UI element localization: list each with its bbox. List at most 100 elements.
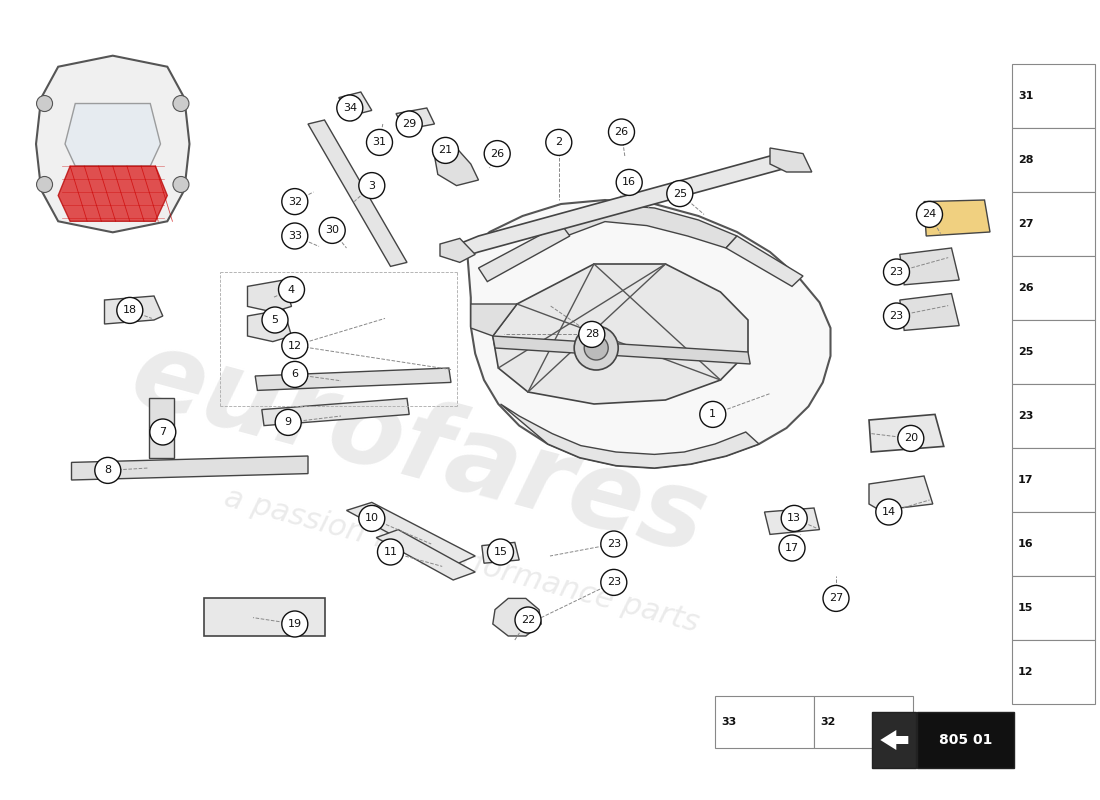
Polygon shape (346, 502, 475, 566)
Text: 23: 23 (890, 267, 903, 277)
Text: 32: 32 (288, 197, 301, 206)
Circle shape (319, 218, 345, 243)
Circle shape (282, 333, 308, 358)
Polygon shape (72, 456, 308, 480)
Polygon shape (869, 476, 933, 510)
Circle shape (366, 130, 393, 155)
Circle shape (608, 119, 635, 145)
Bar (1012, 576, 1094, 640)
Text: 27: 27 (1018, 219, 1034, 229)
Circle shape (282, 189, 308, 214)
Polygon shape (339, 92, 372, 116)
Text: 26: 26 (491, 149, 504, 158)
Text: 12: 12 (1018, 667, 1034, 677)
Text: 15: 15 (494, 547, 507, 557)
Polygon shape (493, 336, 750, 364)
Text: 28: 28 (585, 330, 598, 339)
Bar (814, 696, 913, 748)
Bar (917, 712, 1014, 768)
Polygon shape (104, 296, 163, 324)
Text: 17: 17 (1018, 475, 1034, 485)
Text: 30: 30 (326, 226, 339, 235)
Text: 15: 15 (1018, 603, 1033, 613)
Text: 11: 11 (384, 547, 397, 557)
Polygon shape (764, 508, 820, 534)
Polygon shape (148, 398, 174, 458)
Polygon shape (434, 148, 478, 186)
Polygon shape (924, 200, 990, 236)
Text: a passion for performance parts: a passion for performance parts (221, 482, 703, 638)
Polygon shape (869, 414, 944, 452)
Text: 28: 28 (1018, 155, 1034, 165)
Circle shape (484, 141, 510, 166)
Polygon shape (440, 238, 475, 262)
Circle shape (781, 506, 807, 531)
Polygon shape (376, 530, 475, 580)
Polygon shape (255, 368, 451, 390)
Circle shape (876, 499, 902, 525)
Polygon shape (500, 404, 759, 468)
Text: 805 01: 805 01 (939, 733, 992, 747)
Polygon shape (449, 156, 786, 260)
Circle shape (601, 570, 627, 595)
Circle shape (282, 611, 308, 637)
Text: 24: 24 (923, 210, 936, 219)
Text: 31: 31 (1018, 91, 1033, 101)
Polygon shape (204, 598, 324, 636)
Circle shape (667, 181, 693, 206)
Text: 23: 23 (890, 311, 903, 321)
Text: 20: 20 (904, 434, 917, 443)
Text: 27: 27 (829, 594, 843, 603)
Polygon shape (308, 120, 407, 266)
Circle shape (359, 173, 385, 198)
Text: 14: 14 (882, 507, 895, 517)
Polygon shape (478, 224, 570, 282)
Text: 26: 26 (1018, 283, 1034, 293)
Circle shape (700, 402, 726, 427)
Text: eurofares: eurofares (119, 321, 717, 575)
Polygon shape (65, 103, 161, 166)
Polygon shape (900, 294, 959, 330)
Text: 29: 29 (403, 119, 416, 129)
Text: 16: 16 (1018, 539, 1034, 549)
Text: 23: 23 (607, 539, 620, 549)
Circle shape (396, 111, 422, 137)
Circle shape (584, 336, 608, 360)
Polygon shape (262, 398, 409, 426)
Circle shape (173, 95, 189, 111)
Text: 33: 33 (288, 231, 301, 241)
Circle shape (579, 322, 605, 347)
Bar (1012, 192, 1094, 256)
Circle shape (95, 458, 121, 483)
Text: 25: 25 (673, 189, 686, 198)
Text: 10: 10 (365, 514, 378, 523)
Circle shape (117, 298, 143, 323)
Polygon shape (248, 280, 292, 312)
Polygon shape (493, 264, 748, 404)
Circle shape (898, 426, 924, 451)
Text: 16: 16 (623, 178, 636, 187)
Text: 32: 32 (820, 717, 835, 727)
Circle shape (275, 410, 301, 435)
Text: 22: 22 (521, 615, 535, 625)
Polygon shape (726, 236, 803, 286)
Circle shape (487, 539, 514, 565)
Polygon shape (770, 148, 812, 172)
Circle shape (282, 362, 308, 387)
Circle shape (36, 95, 53, 111)
Circle shape (282, 223, 308, 249)
Polygon shape (561, 204, 737, 248)
Text: 17: 17 (785, 543, 799, 553)
Text: 9: 9 (285, 418, 292, 427)
Bar (1012, 384, 1094, 448)
Text: 19: 19 (288, 619, 301, 629)
Text: 13: 13 (788, 514, 801, 523)
Text: 3: 3 (368, 181, 375, 190)
Circle shape (262, 307, 288, 333)
Bar (1012, 320, 1094, 384)
Text: 2: 2 (556, 138, 562, 147)
Text: 31: 31 (373, 138, 386, 147)
Text: 6: 6 (292, 370, 298, 379)
Circle shape (779, 535, 805, 561)
Circle shape (574, 326, 618, 370)
